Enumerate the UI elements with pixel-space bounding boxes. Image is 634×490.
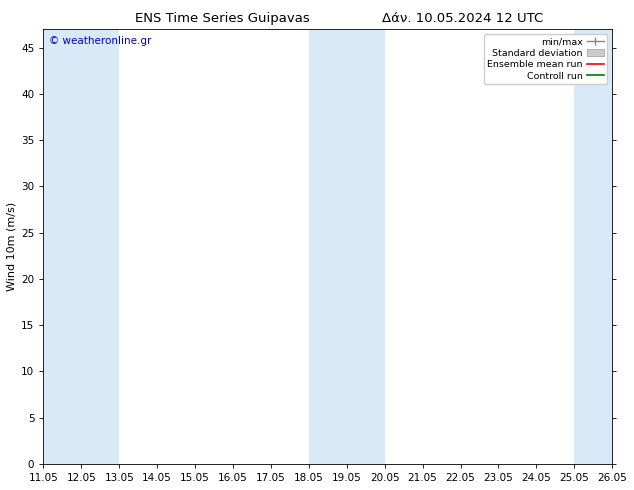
Bar [43, 29, 81, 464]
Text: © weatheronline.gr: © weatheronline.gr [49, 35, 152, 46]
Bar [81, 29, 119, 464]
Bar [347, 29, 385, 464]
Text: ENS Time Series Guipavas: ENS Time Series Guipavas [134, 12, 309, 25]
Legend: min/max, Standard deviation, Ensemble mean run, Controll run: min/max, Standard deviation, Ensemble me… [484, 34, 607, 84]
Y-axis label: Wind 10m (m/s): Wind 10m (m/s) [7, 202, 17, 291]
Bar [309, 29, 347, 464]
Bar [574, 29, 612, 464]
Text: Δάν. 10.05.2024 12 UTC: Δάν. 10.05.2024 12 UTC [382, 12, 543, 25]
